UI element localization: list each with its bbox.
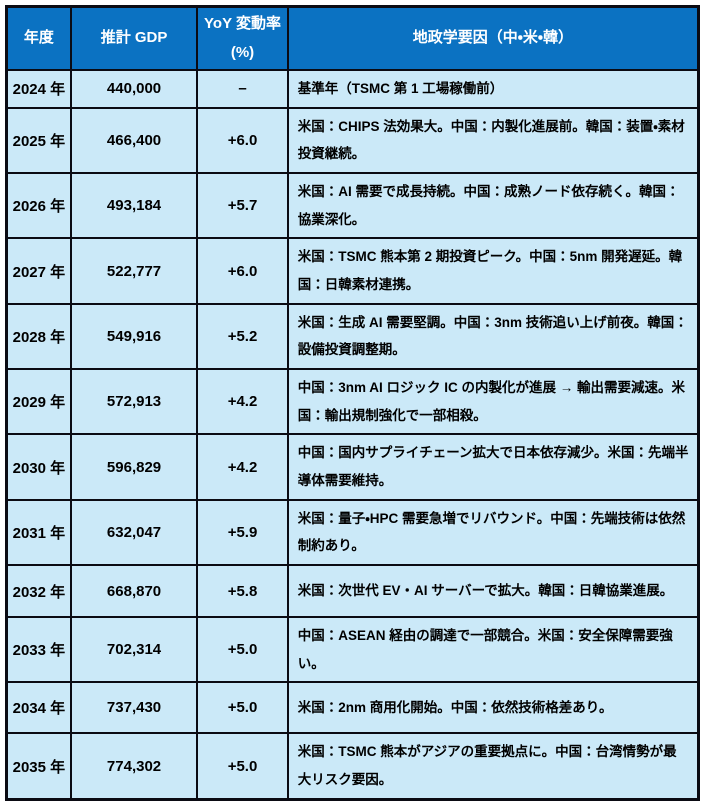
gdp-cell: 668,870 [69, 564, 199, 619]
year-cell: 2025 年 [5, 106, 72, 175]
gdp-cell: 440,000 [69, 69, 199, 109]
gdp-cell: 549,916 [69, 302, 199, 371]
gdp-cell: 522,777 [69, 237, 199, 305]
yoy-cell: +5.0 [196, 681, 289, 735]
header-row: 年度 推計 GDP YoY 変動率 (%) 地政学要因（中・米・韓） [5, 5, 700, 71]
yoy-cell: +5.8 [196, 564, 289, 619]
yoy-header-line2: (%) [230, 43, 255, 61]
year-cell: 2027 年 [5, 237, 72, 305]
factors-cell: 米国：TSMC 熊本第 2 期投資ピーク。中国：5nm 開発遅延。韓国：日韓素材… [286, 237, 700, 305]
yoy-header-line1: YoY 変動率 [204, 15, 281, 32]
gdp-cell: 466,400 [69, 106, 199, 175]
yoy-cell: +5.9 [196, 498, 289, 567]
gdp-cell: 632,047 [69, 498, 199, 567]
gdp-cell: 774,302 [69, 732, 199, 801]
table-row: 2031 年 632,047 +5.9 米国：量子・HPC 需要急増でリバウンド… [5, 498, 700, 567]
factors-cell: 米国：量子・HPC 需要急増でリバウンド。中国：先端技術は依然制約あり。 [286, 498, 700, 567]
table-row: 2030 年 596,829 +4.2 中国：国内サプライチェーン拡大で日本依存… [5, 433, 700, 501]
yoy-cell: +4.2 [196, 368, 289, 436]
factors-cell: 米国：2nm 商用化開始。中国：依然技術格差あり。 [286, 681, 700, 735]
table-row: 2028 年 549,916 +5.2 米国：生成 AI 需要堅調。中国：3nm… [5, 302, 700, 371]
col-header-gdp: 推計 GDP [69, 5, 199, 71]
table-body: 2024 年 440,000 – 基準年（TSMC 第 1 工場稼働前） 202… [5, 69, 700, 801]
gdp-cell: 572,913 [69, 368, 199, 436]
year-cell: 2034 年 [5, 681, 72, 735]
gdp-cell: 493,184 [69, 172, 199, 240]
factors-cell: 米国：AI 需要で成長持続。中国：成熟ノード依存続く。韓国：協業深化。 [286, 172, 700, 240]
yoy-cell: +4.2 [196, 433, 289, 501]
col-header-factors: 地政学要因（中・米・韓） [286, 5, 700, 71]
table-row: 2027 年 522,777 +6.0 米国：TSMC 熊本第 2 期投資ピーク… [5, 237, 700, 305]
factors-cell: 米国：生成 AI 需要堅調。中国：3nm 技術追い上げ前夜。韓国：設備投資調整期… [286, 302, 700, 371]
table-row: 2025 年 466,400 +6.0 米国：CHIPS 法効果大。中国：内製化… [5, 106, 700, 175]
gdp-cell: 702,314 [69, 616, 199, 684]
yoy-cell: +5.0 [196, 616, 289, 684]
factors-cell: 基準年（TSMC 第 1 工場稼働前） [286, 69, 700, 109]
yoy-header-lines: YoY 変動率 (%) [202, 10, 282, 67]
table-row: 2024 年 440,000 – 基準年（TSMC 第 1 工場稼働前） [5, 69, 700, 109]
table-row: 2033 年 702,314 +5.0 中国：ASEAN 経由の調達で一部競合。… [5, 616, 700, 684]
factors-cell: 中国：国内サプライチェーン拡大で日本依存減少。米国：先端半導体需要維持。 [286, 433, 700, 501]
factors-cell: 米国：CHIPS 法効果大。中国：内製化進展前。韓国：装置・素材投資継続。 [286, 106, 700, 175]
yoy-cell: +5.7 [196, 172, 289, 240]
table-row: 2029 年 572,913 +4.2 中国：3nm AI ロジック IC の内… [5, 368, 700, 436]
yoy-cell: +6.0 [196, 106, 289, 175]
year-cell: 2029 年 [5, 368, 72, 436]
factors-cell: 中国：ASEAN 経由の調達で一部競合。米国：安全保障需要強い。 [286, 616, 700, 684]
year-cell: 2026 年 [5, 172, 72, 240]
factors-cell: 米国：次世代 EV・AI サーバーで拡大。韓国：日韓協業進展。 [286, 564, 700, 619]
year-cell: 2031 年 [5, 498, 72, 567]
year-cell: 2024 年 [5, 69, 72, 109]
yoy-cell: +5.2 [196, 302, 289, 371]
year-cell: 2028 年 [5, 302, 72, 371]
gdp-forecast-table: 年度 推計 GDP YoY 変動率 (%) 地政学要因（中・米・韓） 2024 … [5, 5, 700, 801]
col-header-yoy: YoY 変動率 (%) [196, 5, 289, 71]
gdp-cell: 737,430 [69, 681, 199, 735]
factors-cell: 中国：3nm AI ロジック IC の内製化が進展 → 輸出需要減速。米国：輸出… [286, 368, 700, 436]
table-row: 2035 年 774,302 +5.0 米国：TSMC 熊本がアジアの重要拠点に… [5, 732, 700, 801]
factors-cell: 米国：TSMC 熊本がアジアの重要拠点に。中国：台湾情勢が最大リスク要因。 [286, 732, 700, 801]
table-row: 2026 年 493,184 +5.7 米国：AI 需要で成長持続。中国：成熟ノ… [5, 172, 700, 240]
year-cell: 2035 年 [5, 732, 72, 801]
year-cell: 2033 年 [5, 616, 72, 684]
yoy-cell: +6.0 [196, 237, 289, 305]
yoy-cell: – [196, 69, 289, 109]
year-cell: 2030 年 [5, 433, 72, 501]
year-cell: 2032 年 [5, 564, 72, 619]
col-header-year: 年度 [5, 5, 72, 71]
table-row: 2034 年 737,430 +5.0 米国：2nm 商用化開始。中国：依然技術… [5, 681, 700, 735]
yoy-cell: +5.0 [196, 732, 289, 801]
table-row: 2032 年 668,870 +5.8 米国：次世代 EV・AI サーバーで拡大… [5, 564, 700, 619]
gdp-cell: 596,829 [69, 433, 199, 501]
